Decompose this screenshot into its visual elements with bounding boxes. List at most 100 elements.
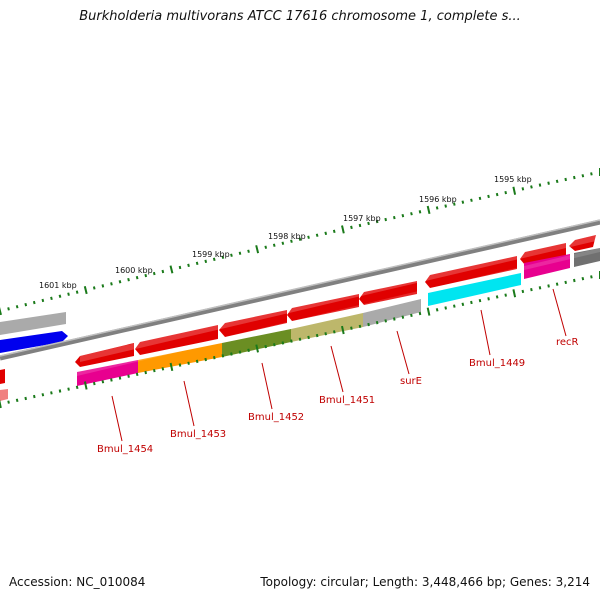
inner-tick xyxy=(0,399,2,409)
inner-tick xyxy=(75,385,79,390)
outer-tick xyxy=(495,192,499,197)
outer-tick xyxy=(83,285,88,295)
feature-pink-left-edge[interactable] xyxy=(0,389,8,401)
inner-tick xyxy=(341,325,345,335)
outer-tick xyxy=(50,296,53,301)
cds-gene-7[interactable] xyxy=(520,243,566,265)
cds-gene-5[interactable] xyxy=(359,281,417,305)
outer-gene-blue[interactable] xyxy=(0,331,68,353)
feature-khaki[interactable] xyxy=(291,313,363,342)
inner-tick xyxy=(315,333,319,338)
feature-grey[interactable] xyxy=(363,299,421,327)
inner-tick xyxy=(358,324,362,329)
feature-magenta-1[interactable] xyxy=(77,360,138,386)
gene-label-Bmul_1453[interactable]: Bmul_1453 xyxy=(170,429,226,440)
inner-tick xyxy=(504,293,507,297)
inner-tick xyxy=(573,278,576,283)
outer-tick xyxy=(75,290,79,294)
inner-tick xyxy=(307,335,310,340)
feature-dark-grey[interactable] xyxy=(574,248,600,267)
gene-label-Bmul_1451[interactable]: Bmul_1451 xyxy=(319,395,375,406)
inner-tick xyxy=(153,368,156,373)
inner-tick xyxy=(547,284,550,288)
inner-tick xyxy=(67,387,70,391)
outer-tick xyxy=(58,294,62,298)
cds-gene-4[interactable] xyxy=(287,294,359,321)
gene-label-Bmul_1454[interactable]: Bmul_1454 xyxy=(97,444,153,455)
outer-gene-grey-left[interactable] xyxy=(0,312,66,335)
cds-gene-left-edge[interactable] xyxy=(0,369,5,384)
inner-tick xyxy=(564,280,567,285)
outer-tick xyxy=(135,275,139,280)
tick-labels: 1595 kbp 1596 kbp 1597 kbp 1598 kbp 1599… xyxy=(39,175,532,290)
feature-olive[interactable] xyxy=(222,329,291,357)
inner-tick xyxy=(273,343,276,347)
inner-tick xyxy=(264,344,267,349)
outer-tick xyxy=(367,221,370,226)
inner-tick xyxy=(444,306,447,310)
inner-tick xyxy=(230,352,233,356)
outer-tick xyxy=(393,215,396,220)
inner-tick xyxy=(255,344,259,353)
inner-tick xyxy=(426,307,431,316)
cds-gene-8[interactable] xyxy=(569,235,596,251)
outer-tick-ring xyxy=(0,168,600,316)
outer-tick xyxy=(504,190,507,195)
tick-label-1598: 1598 kbp xyxy=(268,232,306,241)
outer-tick xyxy=(247,249,250,253)
leader-surE xyxy=(396,330,410,375)
inner-tick xyxy=(161,367,165,371)
gene-label-Bmul_1452[interactable]: Bmul_1452 xyxy=(248,412,304,423)
cds-gene-1[interactable] xyxy=(75,343,134,367)
inner-tick xyxy=(350,326,353,330)
outer-tick xyxy=(204,259,208,264)
feature-magenta-2[interactable] xyxy=(524,254,570,279)
backbone-ring xyxy=(0,219,600,361)
feature-cyan[interactable] xyxy=(428,273,521,306)
inner-tick xyxy=(238,350,242,354)
inner-tick xyxy=(333,330,336,334)
feature-orange[interactable] xyxy=(138,343,222,373)
gene-label-recR[interactable]: recR xyxy=(556,337,579,348)
gene-labels: recR Bmul_1449 surE Bmul_1451 Bmul_1452 … xyxy=(97,337,579,455)
inner-tick xyxy=(110,378,113,382)
outer-tick xyxy=(401,213,405,218)
inner-tick xyxy=(410,313,413,318)
tick-label-1596: 1596 kbp xyxy=(419,195,457,204)
outer-tick xyxy=(101,284,105,288)
cds-gene-6[interactable] xyxy=(425,256,517,288)
leader-Bmul_1449 xyxy=(480,309,491,356)
outer-tick xyxy=(212,257,216,262)
outer-tick xyxy=(187,263,190,268)
outer-tick xyxy=(521,187,525,191)
map-title: Burkholderia multivorans ATCC 17616 chro… xyxy=(79,9,521,24)
inner-tick xyxy=(324,332,327,336)
inner-tick xyxy=(470,300,473,305)
backbone-highlight xyxy=(0,219,600,357)
inner-tick xyxy=(187,361,190,365)
outer-tick xyxy=(290,239,293,243)
inner-tick xyxy=(581,276,585,281)
outer-tick xyxy=(169,265,174,274)
tick-label-1595: 1595 kbp xyxy=(494,175,532,184)
cds-gene-2[interactable] xyxy=(135,325,218,355)
accession-text: Accession: NC_010084 xyxy=(9,575,146,589)
outer-tick xyxy=(144,273,148,278)
inner-tick xyxy=(435,308,439,312)
inner-tick xyxy=(298,337,302,341)
feature-row-2 xyxy=(0,248,600,401)
outer-tick xyxy=(221,255,225,259)
cds-gene-3[interactable] xyxy=(219,310,287,337)
inner-tick xyxy=(101,380,105,384)
inner-tick xyxy=(393,317,396,321)
outer-tick xyxy=(538,183,542,187)
leader-Bmul_1451 xyxy=(330,345,344,393)
outer-tick xyxy=(350,225,353,230)
gene-label-Bmul_1449[interactable]: Bmul_1449 xyxy=(469,358,525,369)
inner-tick xyxy=(538,286,542,290)
outer-tick xyxy=(581,174,585,178)
inner-tick xyxy=(590,275,593,279)
outer-tick xyxy=(255,245,260,254)
gene-label-surE[interactable]: surE xyxy=(400,376,422,387)
